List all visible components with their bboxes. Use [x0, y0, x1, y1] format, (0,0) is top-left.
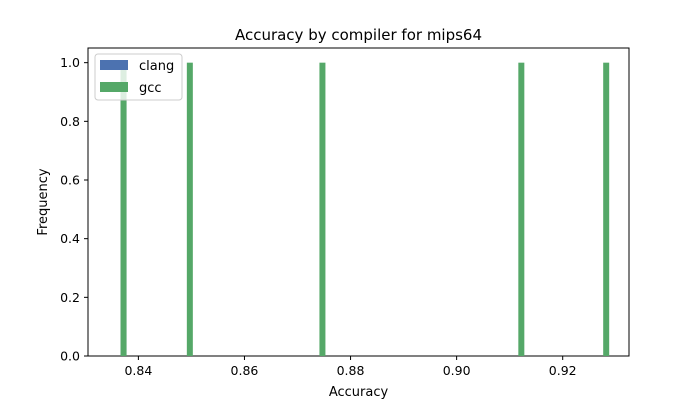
bar-gcc-2: [319, 62, 326, 357]
chart-title: Accuracy by compiler for mips64: [235, 26, 482, 44]
y-tick-label: 0.0: [60, 349, 80, 364]
x-tick-label: 0.88: [337, 363, 365, 378]
y-tick-label: 0.8: [60, 114, 80, 129]
x-tick-label: 0.92: [549, 363, 577, 378]
axes-frame: [87, 47, 630, 357]
x-tick-label: 0.90: [443, 363, 471, 378]
legend-label-gcc: gcc: [139, 81, 162, 96]
y-axis-label: Frequency: [36, 168, 51, 235]
x-tick-label: 0.86: [231, 363, 259, 378]
bar-gcc-4: [603, 62, 610, 357]
legend: clang gcc: [94, 53, 183, 101]
legend-swatch-gcc: [100, 82, 128, 92]
legend-swatch-clang: [100, 60, 128, 70]
x-axis-ticks: 0.84 0.86 0.88 0.90 0.92: [124, 356, 577, 378]
y-axis-ticks: 0.0 0.2 0.4 0.6 0.8 1.0: [60, 55, 88, 364]
bar-gcc-0: [120, 62, 127, 357]
x-axis-label: Accuracy: [329, 385, 389, 400]
legend-label-clang: clang: [139, 59, 174, 74]
y-tick-label: 0.2: [60, 290, 80, 305]
y-tick-label: 0.4: [60, 231, 80, 246]
x-tick-label: 0.84: [124, 363, 152, 378]
bars-group: [120, 62, 610, 357]
plot-area: [87, 47, 630, 357]
bar-gcc-1: [186, 62, 193, 357]
y-tick-label: 1.0: [60, 55, 80, 70]
bar-gcc-3: [518, 62, 525, 357]
y-tick-label: 0.6: [60, 173, 80, 188]
